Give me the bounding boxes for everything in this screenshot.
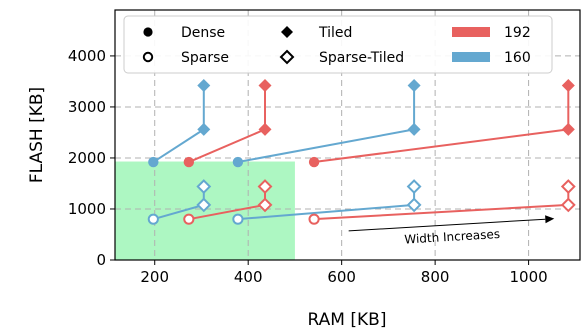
sparse-tiled-point bbox=[406, 197, 422, 213]
x-tick-label: 400 bbox=[234, 268, 263, 286]
tiled-point bbox=[197, 79, 211, 93]
x-tick-label: 200 bbox=[140, 268, 169, 286]
series-line bbox=[314, 203, 569, 221]
legend: Dense Sparse Tiled Sparse-Tiled 192 160 bbox=[123, 15, 553, 74]
series-line bbox=[188, 128, 266, 163]
series-line bbox=[188, 203, 266, 221]
tiled-point bbox=[561, 79, 575, 93]
sparse-tiled-point bbox=[196, 197, 212, 213]
dense-point bbox=[232, 156, 244, 168]
legend-sparse-label: Sparse bbox=[181, 50, 229, 66]
legend-box bbox=[123, 15, 553, 74]
sparse-point bbox=[232, 213, 244, 225]
legend-sparse-marker bbox=[142, 51, 154, 63]
legend-dense-label: Dense bbox=[181, 25, 225, 41]
annotation-arrowhead bbox=[545, 215, 555, 224]
tiled-point bbox=[561, 122, 575, 136]
tiled-point bbox=[258, 122, 272, 136]
x-axis-label: RAM [KB] bbox=[308, 310, 387, 330]
dense-point bbox=[183, 156, 195, 168]
y-axis-label: FLASH [KB] bbox=[27, 87, 47, 183]
sparse-tiled-point bbox=[560, 179, 576, 194]
dense-point bbox=[308, 156, 320, 168]
legend-sparse-tiled-marker bbox=[279, 49, 295, 65]
legend-dense-marker bbox=[143, 27, 153, 37]
legend-192-swatch bbox=[452, 27, 490, 37]
series-line bbox=[237, 128, 415, 164]
tiled-point bbox=[197, 122, 211, 136]
tiled-point bbox=[407, 122, 421, 136]
tiled-point bbox=[258, 79, 272, 93]
legend-tiled-label: Tiled bbox=[318, 25, 352, 41]
x-tick-label: 600 bbox=[327, 268, 356, 286]
y-tick-label: 0 bbox=[96, 251, 106, 269]
marker-layer bbox=[147, 79, 576, 225]
axis-ticks: 200 400 600 800 1000 0 1000 2000 3000 4000 bbox=[68, 47, 548, 286]
x-tick-label: 800 bbox=[421, 268, 450, 286]
series-line bbox=[153, 203, 205, 221]
legend-192-label: 192 bbox=[504, 25, 531, 41]
plot-frame bbox=[114, 9, 581, 261]
series-line bbox=[313, 128, 569, 164]
series-line bbox=[237, 203, 415, 221]
sparse-point bbox=[308, 213, 320, 225]
x-tick-label: 1000 bbox=[509, 268, 547, 286]
sparse-tiled-point bbox=[257, 197, 273, 213]
legend-tiled-marker bbox=[281, 26, 293, 38]
sparse-tiled-point bbox=[257, 179, 273, 194]
series-line bbox=[152, 128, 205, 163]
annotation: Width Increases bbox=[348, 215, 555, 247]
y-tick-label: 4000 bbox=[68, 47, 106, 65]
sparse-point bbox=[183, 213, 195, 225]
sparse-point bbox=[147, 213, 159, 225]
y-tick-label: 1000 bbox=[68, 200, 106, 218]
sparse-tiled-point bbox=[196, 179, 212, 194]
sparse-tiled-point bbox=[406, 179, 422, 194]
sparse-tiled-point bbox=[560, 197, 576, 213]
legend-sparse-tiled-label: Sparse-Tiled bbox=[319, 50, 404, 66]
tiled-point bbox=[407, 79, 421, 93]
legend-160-swatch bbox=[452, 52, 490, 62]
legend-160-label: 160 bbox=[504, 50, 531, 66]
dense-point bbox=[148, 156, 159, 168]
y-tick-label: 2000 bbox=[68, 149, 106, 167]
annotation-arrow bbox=[348, 218, 546, 232]
annotation-text: Width Increases bbox=[404, 227, 500, 247]
y-tick-label: 3000 bbox=[68, 98, 106, 116]
